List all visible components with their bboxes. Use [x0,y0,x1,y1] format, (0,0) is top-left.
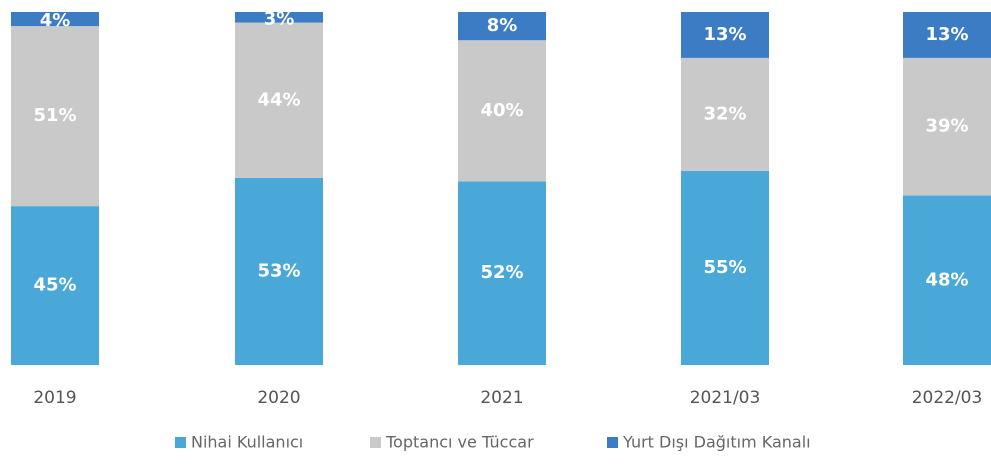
bar-segment [458,181,546,365]
x-tick-label: 2021 [480,388,523,408]
x-tick-label: 2021/03 [690,388,761,408]
value-label: 45% [33,275,76,296]
value-label: 8% [487,15,518,36]
bar-segment [903,12,991,58]
bar-segment [903,57,991,196]
bar-segment [235,22,323,178]
legend-label: Nihai Kullanıcı [191,433,303,452]
bar-segment [11,12,99,27]
bar-segment [11,206,99,365]
value-label: 32% [703,103,746,124]
x-tick-label: 2020 [257,388,300,408]
legend-label: Yurt Dışı Dağıtım Kanalı [622,433,811,452]
bar-segment [681,57,769,171]
bar-segment [903,195,991,365]
bar-segment [235,177,323,365]
value-label: 40% [480,100,523,121]
value-label: 51% [33,105,76,126]
bar-segment [458,40,546,182]
legend-label: Toptancı ve Tüccar [385,433,534,452]
bar-segment [458,12,546,41]
value-label: 48% [925,269,968,290]
value-label: 3% [264,8,295,29]
value-label: 55% [703,257,746,278]
bar-segment [681,12,769,58]
x-tick-label: 2019 [33,388,76,408]
x-tick-label: 2022/03 [912,388,983,408]
bar-segment [681,170,769,365]
legend-swatch [175,437,186,448]
legend-swatch [370,437,381,448]
value-label: 44% [257,89,300,110]
legend-swatch [607,437,618,448]
value-label: 39% [925,116,968,137]
value-label: 13% [703,24,746,45]
value-label: 52% [480,262,523,283]
value-label: 53% [257,260,300,281]
bar-segment [11,26,99,207]
value-label: 4% [40,10,71,31]
bar-segment [235,12,323,23]
value-label: 13% [925,24,968,45]
